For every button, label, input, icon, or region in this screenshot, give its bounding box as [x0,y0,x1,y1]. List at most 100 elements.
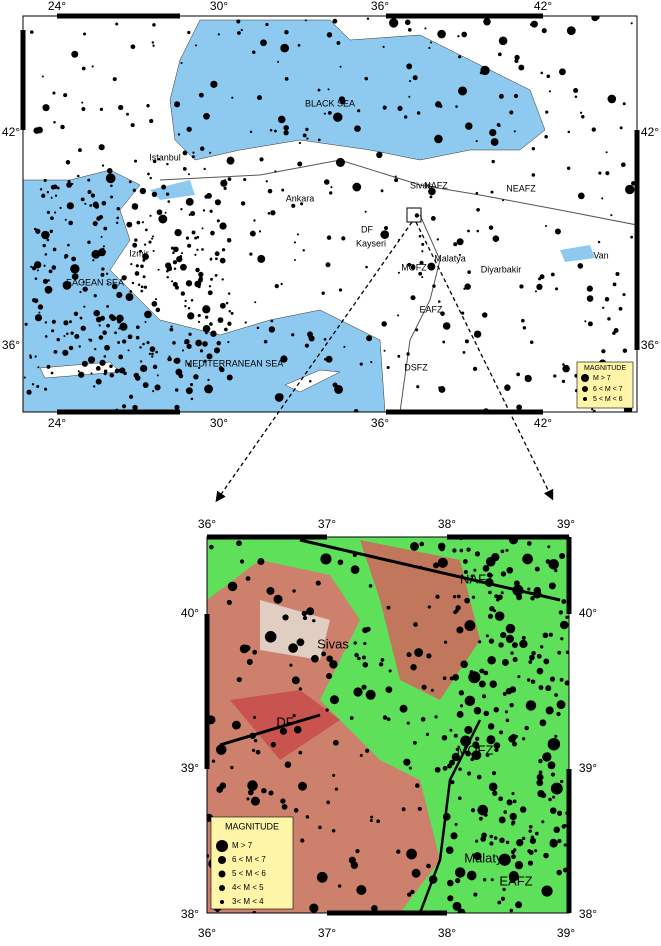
epicentre [366,335,373,342]
legend-symbol [581,374,589,382]
epicentre [110,195,114,199]
epicentre [282,614,289,621]
epicentre [101,164,105,167]
epicentre [456,238,464,246]
epicentre [33,261,42,269]
epicentre [487,572,493,578]
epicentre [464,283,471,290]
epicentre [530,20,538,28]
epicentre [521,318,525,323]
epicentre [428,875,438,884]
epicentre [151,235,155,238]
epicentre [493,836,498,840]
epicentre [544,224,548,228]
epicentre [255,749,261,755]
epicentre [455,747,460,751]
epicentre [277,60,280,63]
epicentre [144,228,148,232]
place-label: MOFZ [457,742,494,757]
epicentre [335,157,345,167]
epicentre [382,45,385,48]
epicentre [137,283,141,287]
epicentre [312,619,316,623]
epicentre [381,321,387,327]
epicentre [103,369,108,374]
mediterranean-sea [23,169,386,412]
epicentre [89,338,93,342]
epicentre [93,294,97,298]
epicentre [506,566,514,574]
y-tick-label: 42° [2,125,20,139]
epicentre [362,661,369,668]
epicentre [463,569,468,575]
epicentre [475,140,478,143]
epicentre [246,797,250,801]
epicentre [561,379,566,383]
epicentre [103,226,108,231]
epicentre [221,248,226,252]
epicentre [547,737,561,751]
epicentre [501,658,509,666]
epicentre [440,311,445,316]
place-label: Sivas [317,636,349,651]
epicentre [239,559,245,564]
epicentre [146,341,150,345]
epicentre [144,321,147,324]
epicentre [199,146,205,151]
epicentre [103,355,107,358]
place-label: MOFZ [401,262,427,272]
legend-label: 6 < M < 7 [593,386,623,393]
epicentre [256,326,260,330]
detail-map [207,537,569,913]
epicentre [442,322,451,330]
epicentre [206,353,213,360]
epicentre [513,580,520,587]
epicentre [479,668,484,674]
epicentre [483,710,490,717]
epicentre [554,228,561,235]
epicentre [418,271,423,276]
epicentre [78,345,81,348]
epicentre [302,615,308,621]
epicentre [268,326,276,333]
epicentre [140,264,144,269]
epicentre [23,376,26,379]
epicentre [452,595,457,599]
epicentre [559,68,566,76]
epicentre [196,235,200,239]
epicentre [512,657,518,663]
epicentre [188,213,191,216]
epicentre [223,186,227,190]
epicentre [557,650,562,655]
epicentre [131,203,139,210]
epicentre [500,631,507,639]
epicentre [67,179,71,184]
epicentre [566,26,576,36]
epicentre [167,200,171,203]
zoom-arrow [215,221,413,503]
epicentre [565,615,569,619]
epicentre [240,201,246,206]
epicentre [189,365,192,368]
epicentre [546,74,551,79]
epicentre [71,256,77,262]
epicentre [625,184,635,195]
epicentre [66,332,69,336]
epicentre [487,723,495,730]
epicentre [298,687,303,691]
legend-symbol [218,856,226,864]
epicentre [258,230,262,233]
epicentre [556,711,561,717]
epicentre [81,66,86,71]
epicentre [132,188,137,192]
epicentre [323,337,327,341]
epicentre [140,364,148,373]
epicentre [491,552,500,562]
epicentre [293,808,299,813]
epicentre [459,704,464,708]
place-label: Malatya [464,850,510,865]
epicentre [79,290,82,294]
epicentre [196,248,199,251]
epicentre [237,31,241,35]
epicentre [134,238,138,242]
